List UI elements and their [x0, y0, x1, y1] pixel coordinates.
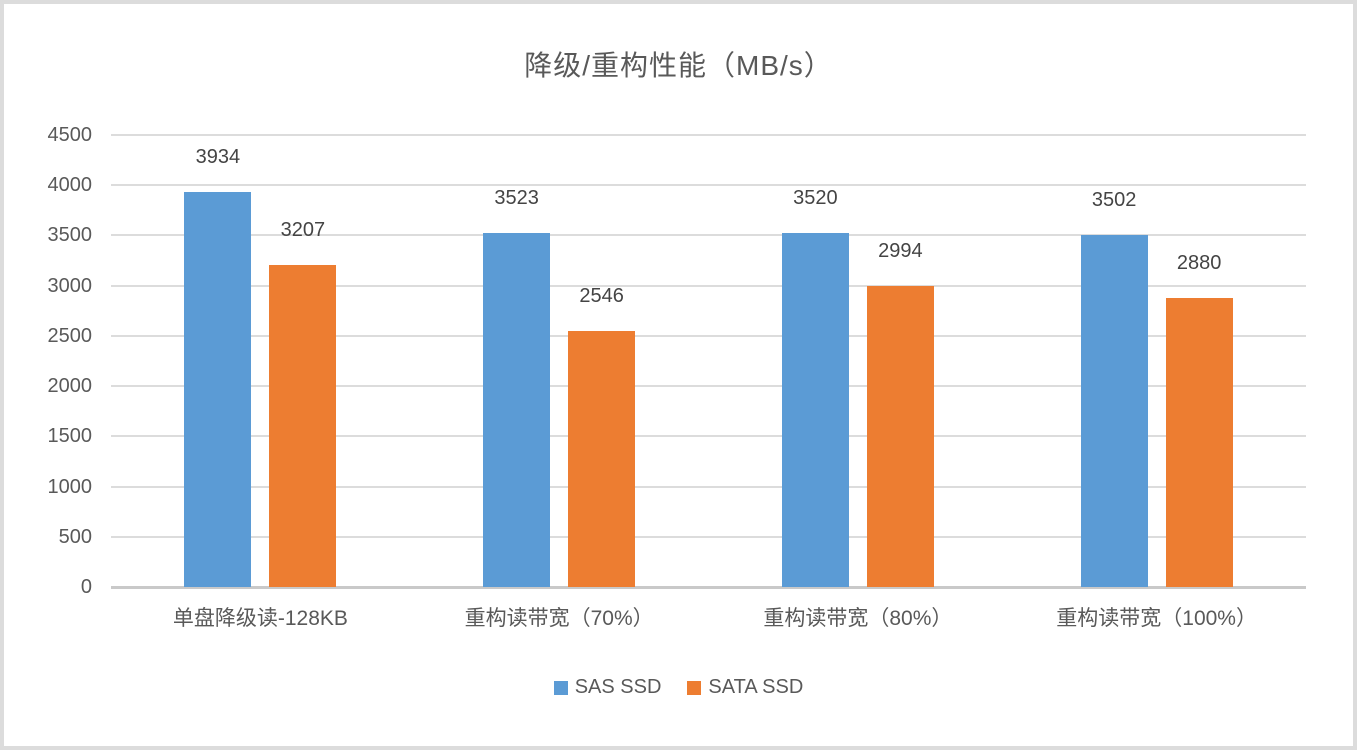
legend-label: SATA SSD	[708, 676, 804, 698]
y-tick-label: 500	[58, 525, 92, 548]
gridline	[111, 485, 1306, 488]
bar-sata-ssd	[568, 331, 636, 587]
x-axis-line	[111, 586, 1306, 589]
bar-value-label: 2880	[1176, 251, 1222, 274]
x-category-label: 单盘降级读-128KB	[172, 607, 348, 630]
gridline	[111, 184, 1306, 187]
y-tick-label: 2000	[47, 375, 93, 398]
plot-area: 0 500 1000 1500 2000 2500 3000 3500 4000 4500 3934…	[4, 4, 1353, 746]
gridline	[111, 535, 1306, 538]
y-tick-label: 4500	[47, 124, 93, 146]
bar-value-label: 3520	[793, 187, 838, 210]
legend-swatch-icon	[687, 680, 702, 695]
legend-item-sata-ssd: SATA SSD	[687, 676, 803, 699]
legend-swatch-icon	[553, 680, 568, 695]
bar-value-label: 3934	[195, 145, 241, 168]
legend-item-sas-ssd: SAS SSD	[553, 676, 662, 699]
x-category-label: 重构读带宽（80%）	[763, 607, 953, 630]
bar-sas-ssd	[184, 191, 252, 587]
x-category-label: 重构读带宽（70%）	[464, 607, 654, 630]
bar-value-label: 3207	[280, 218, 326, 241]
bar-sata-ssd	[269, 264, 337, 587]
y-tick-label: 2500	[47, 324, 93, 347]
gridline	[111, 385, 1306, 388]
chart-title: 降级/重构性能（MB/s）	[524, 50, 833, 81]
legend-label: SAS SSD	[574, 676, 662, 698]
gridline	[111, 435, 1306, 438]
bar-value-label: 2546	[579, 285, 624, 308]
gridline	[111, 234, 1306, 237]
y-tick-label: 3500	[47, 224, 93, 247]
y-tick-label: 1000	[47, 475, 93, 498]
y-tick-label: 0	[80, 576, 92, 598]
bar-sas-ssd	[483, 233, 551, 587]
bar-sata-ssd	[1165, 297, 1233, 587]
bar-sas-ssd	[781, 233, 849, 587]
bar-sas-ssd	[1080, 235, 1148, 587]
bar-value-label: 3523	[494, 187, 539, 210]
x-category-label: 重构读带宽（100%）	[1056, 607, 1257, 630]
bar-value-label: 2994	[878, 240, 923, 263]
y-tick-label: 1500	[47, 425, 93, 448]
bar-value-label: 3502	[1091, 189, 1137, 212]
legend: SAS SSD SATA SSD	[4, 676, 1353, 699]
y-tick-label: 4000	[47, 174, 93, 197]
bar-sata-ssd	[866, 286, 934, 587]
gridline	[111, 134, 1306, 136]
gridline	[111, 284, 1306, 287]
gridline	[111, 334, 1306, 337]
y-tick-label: 3000	[47, 274, 93, 297]
